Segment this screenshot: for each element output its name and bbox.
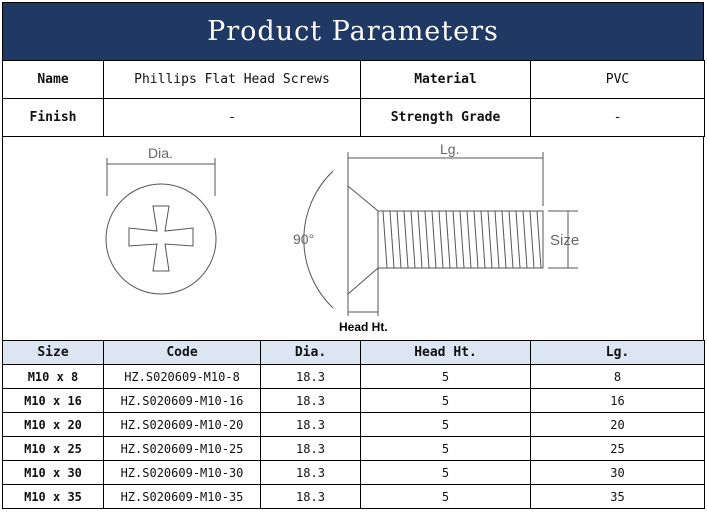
cell-code: HZ.S020609-M10-8 (103, 364, 261, 389)
table-row: M10 x 8 HZ.S020609-M10-8 18.3 5 8 (2, 364, 705, 389)
cell-lg: 16 (530, 388, 705, 413)
info-row: Name Phillips Flat Head Screws Material … (2, 60, 705, 99)
cell-lg: 20 (530, 412, 705, 437)
thread-line (536, 210, 542, 269)
thread-line (445, 210, 451, 269)
phillips-cross-icon (128, 205, 194, 272)
screw-drawing: Dia. Lg. 90° Size Head Ht. (2, 136, 704, 341)
screw-side-view: Lg. 90° Size Head Ht. (293, 141, 579, 334)
page-title: Product Parameters (2, 2, 704, 61)
cell-dia: 18.3 (260, 484, 361, 509)
cell-code: HZ.S020609-M10-16 (103, 388, 261, 413)
cell-lg: 30 (530, 460, 705, 485)
table-row: M10 x 16 HZ.S020609-M10-16 18.3 5 16 (2, 388, 705, 413)
lg-label: Lg. (440, 141, 459, 157)
cell-size: M10 x 20 (2, 412, 104, 437)
thread-line (431, 210, 437, 269)
thread-line (459, 210, 465, 269)
table-row: M10 x 20 HZ.S020609-M10-20 18.3 5 20 (2, 412, 705, 437)
column-header-head-ht: Head Ht. (360, 340, 531, 365)
thread-line (494, 210, 500, 269)
size-label: Size (550, 232, 579, 249)
thread-line (396, 210, 402, 269)
table-row: M10 x 30 HZ.S020609-M10-30 18.3 5 30 (2, 460, 705, 485)
thread-line (480, 210, 486, 269)
name-label: Name (2, 60, 104, 99)
name-value: Phillips Flat Head Screws (103, 60, 361, 99)
thread-line (508, 210, 514, 269)
cell-head-ht: 5 (360, 484, 531, 509)
cell-lg: 8 (530, 364, 705, 389)
cell-head-ht: 5 (360, 460, 531, 485)
size-table: Size Code Dia. Head Ht. Lg. M10 x 8 HZ.S02060… (2, 340, 705, 509)
column-header-dia: Dia. (260, 340, 361, 365)
finish-label: Finish (2, 98, 104, 137)
thread-line (410, 210, 416, 269)
cell-code: HZ.S020609-M10-25 (103, 436, 261, 461)
material-value: PVC (530, 60, 705, 99)
cell-dia: 18.3 (260, 436, 361, 461)
cell-head-ht: 5 (360, 364, 531, 389)
head-ht-label: Head Ht. (339, 320, 388, 334)
thread-line (438, 210, 444, 269)
cell-head-ht: 5 (360, 436, 531, 461)
cell-dia: 18.3 (260, 364, 361, 389)
grade-label: Strength Grade (360, 98, 531, 137)
cell-size: M10 x 35 (2, 484, 104, 509)
table-row: M10 x 35 HZ.S020609-M10-35 18.3 5 35 (2, 484, 705, 509)
thread-line (473, 210, 479, 269)
cell-code: HZ.S020609-M10-20 (103, 412, 261, 437)
info-table: Name Phillips Flat Head Screws Material … (2, 60, 705, 137)
thread-line (515, 210, 521, 269)
cell-code: HZ.S020609-M10-35 (103, 484, 261, 509)
cell-lg: 25 (530, 436, 705, 461)
cell-head-ht: 5 (360, 388, 531, 413)
info-row: Finish - Strength Grade - (2, 98, 705, 137)
thread-line (403, 210, 409, 269)
cell-size: M10 x 16 (2, 388, 104, 413)
cell-dia: 18.3 (260, 460, 361, 485)
thread-line (424, 210, 430, 269)
cell-dia: 18.3 (260, 412, 361, 437)
table-row: M10 x 25 HZ.S020609-M10-25 18.3 5 25 (2, 436, 705, 461)
dia-label: Dia. (148, 145, 173, 161)
column-header-size: Size (2, 340, 104, 365)
finish-value: - (103, 98, 361, 137)
thread-line (382, 210, 388, 269)
thread-line (487, 210, 493, 269)
thread-line (452, 210, 458, 269)
angle-label: 90° (293, 231, 314, 247)
cell-size: M10 x 8 (2, 364, 104, 389)
thread-line (466, 210, 472, 269)
head-top-view: Dia. (105, 145, 217, 295)
cell-size: M10 x 25 (2, 436, 104, 461)
cell-size: M10 x 30 (2, 460, 104, 485)
column-header-code: Code (103, 340, 261, 365)
table-header-row: Size Code Dia. Head Ht. Lg. (2, 340, 705, 365)
thread-line (417, 210, 423, 269)
thread-line (522, 210, 528, 269)
grade-value: - (530, 98, 705, 137)
material-label: Material (360, 60, 531, 99)
thread-line (529, 210, 535, 269)
cell-lg: 35 (530, 484, 705, 509)
cell-head-ht: 5 (360, 412, 531, 437)
cell-dia: 18.3 (260, 388, 361, 413)
thread-line (389, 210, 395, 269)
cell-code: HZ.S020609-M10-30 (103, 460, 261, 485)
column-header-lg: Lg. (530, 340, 705, 365)
thread-line (501, 210, 507, 269)
